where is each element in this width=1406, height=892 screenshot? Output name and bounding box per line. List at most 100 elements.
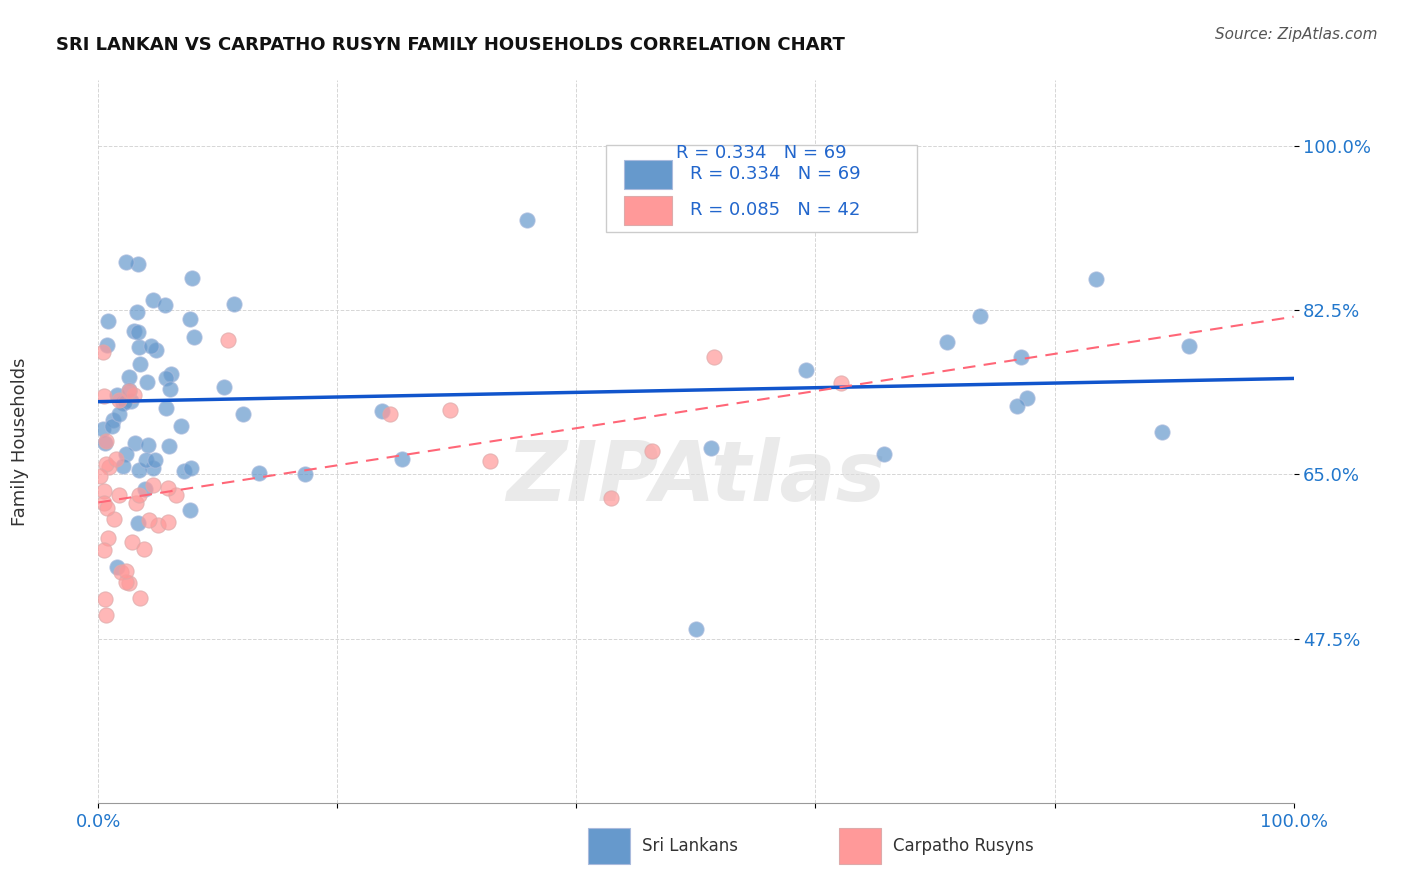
- Point: [479, 454, 502, 468]
- Text: ZIPAtlas: ZIPAtlas: [506, 437, 886, 518]
- Point: [181, 271, 204, 285]
- Point: [103, 512, 125, 526]
- Point: [703, 350, 725, 364]
- Point: [599, 491, 621, 506]
- Point: [108, 408, 131, 422]
- Point: [183, 330, 205, 344]
- Point: [159, 368, 181, 382]
- Point: [128, 340, 150, 354]
- Point: [117, 384, 139, 398]
- Text: R = 0.085   N = 42: R = 0.085 N = 42: [690, 202, 860, 219]
- Point: [105, 559, 128, 574]
- Bar: [839, 828, 882, 864]
- Point: [136, 375, 159, 389]
- Point: [115, 574, 138, 589]
- Point: [1084, 272, 1107, 286]
- Point: [157, 438, 180, 452]
- Point: [179, 503, 201, 517]
- Point: [155, 371, 177, 385]
- Point: [93, 496, 115, 510]
- Point: [146, 518, 169, 533]
- Point: [114, 564, 136, 578]
- Point: [91, 422, 114, 436]
- Point: [142, 293, 165, 307]
- Point: [93, 389, 115, 403]
- Point: [93, 484, 115, 499]
- Point: [115, 446, 138, 460]
- Point: [128, 463, 150, 477]
- Point: [134, 542, 156, 557]
- Point: [121, 534, 143, 549]
- Point: [212, 379, 235, 393]
- Point: [108, 488, 131, 502]
- Point: [138, 438, 160, 452]
- Bar: [624, 196, 672, 225]
- Point: [378, 407, 401, 421]
- Point: [114, 395, 136, 409]
- Text: Sri Lankans: Sri Lankans: [643, 838, 738, 855]
- Point: [97, 314, 120, 328]
- Point: [371, 403, 394, 417]
- Point: [873, 447, 896, 461]
- Text: R = 0.334   N = 69: R = 0.334 N = 69: [676, 144, 846, 161]
- Point: [142, 460, 165, 475]
- Point: [89, 468, 111, 483]
- Point: [143, 453, 166, 467]
- Text: Carpatho Rusyns: Carpatho Rusyns: [893, 838, 1033, 855]
- Point: [129, 591, 152, 605]
- Point: [91, 344, 114, 359]
- Bar: [589, 828, 630, 864]
- Point: [93, 543, 115, 558]
- Point: [145, 343, 167, 358]
- Point: [135, 453, 157, 467]
- Point: [439, 403, 461, 417]
- Point: [128, 357, 150, 371]
- Point: [159, 382, 181, 396]
- Point: [794, 362, 817, 376]
- Point: [700, 441, 723, 455]
- Point: [830, 376, 852, 391]
- Point: [94, 458, 117, 472]
- Point: [94, 436, 117, 450]
- Point: [111, 396, 134, 410]
- Point: [127, 326, 149, 340]
- Point: [124, 436, 146, 450]
- Point: [157, 481, 180, 495]
- Point: [232, 408, 254, 422]
- Point: [391, 451, 413, 466]
- Text: Source: ZipAtlas.com: Source: ZipAtlas.com: [1215, 27, 1378, 42]
- Point: [110, 565, 132, 579]
- Point: [96, 434, 118, 448]
- Point: [101, 413, 124, 427]
- Point: [247, 466, 270, 480]
- Text: R = 0.334   N = 69: R = 0.334 N = 69: [690, 165, 860, 183]
- Point: [139, 339, 162, 353]
- Point: [101, 419, 124, 434]
- Point: [108, 392, 131, 407]
- Point: [969, 310, 991, 324]
- Point: [112, 458, 135, 473]
- Point: [127, 257, 149, 271]
- Point: [1005, 399, 1028, 413]
- Point: [217, 333, 239, 347]
- Point: [516, 213, 538, 227]
- Point: [1010, 351, 1032, 365]
- Point: [134, 482, 156, 496]
- Point: [122, 324, 145, 338]
- Point: [1178, 339, 1201, 353]
- Bar: [606, 145, 917, 232]
- Point: [157, 515, 180, 529]
- Point: [153, 298, 176, 312]
- Point: [179, 312, 201, 326]
- Point: [96, 338, 118, 352]
- Point: [122, 388, 145, 402]
- Point: [142, 478, 165, 492]
- Point: [155, 401, 177, 415]
- Point: [96, 501, 118, 516]
- Point: [94, 592, 117, 607]
- Point: [138, 513, 160, 527]
- Point: [127, 516, 149, 530]
- Point: [294, 467, 316, 482]
- Point: [104, 452, 127, 467]
- Y-axis label: Family Households: Family Households: [11, 358, 30, 525]
